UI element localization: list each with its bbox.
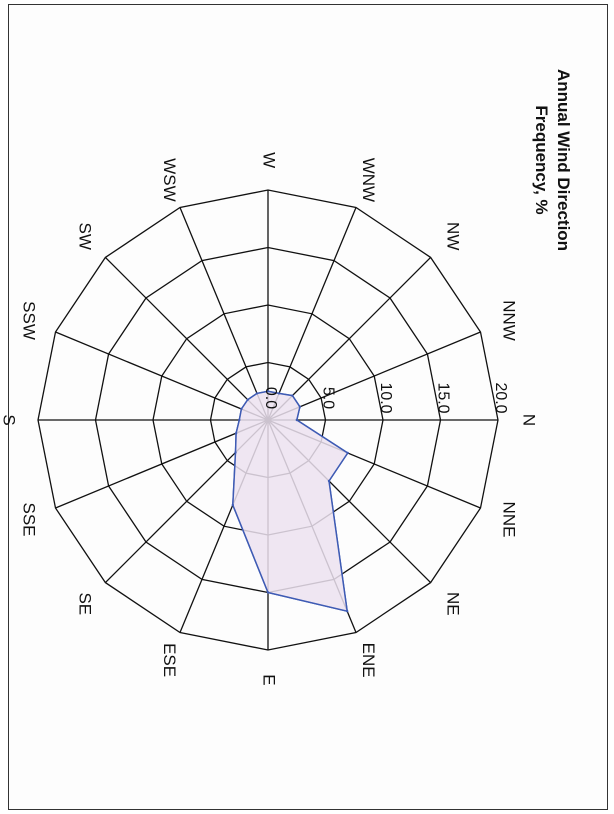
data-point-nw <box>291 394 294 397</box>
spoke-nnw <box>267 331 481 421</box>
direction-label-sse: SSE <box>19 502 38 536</box>
direction-label-nne: NNE <box>500 502 519 538</box>
spoke-nw <box>267 256 432 421</box>
direction-label-ese: ESE <box>160 643 179 677</box>
series-layer <box>231 390 349 613</box>
data-point-se <box>234 451 237 454</box>
direction-label-se: SE <box>76 592 95 615</box>
chart-title: Annual Wind Direction <box>554 69 573 251</box>
data-point-nnw <box>298 405 302 408</box>
direction-label-sw: SW <box>76 223 95 250</box>
chart-subtitle: Frequency, % <box>532 105 551 214</box>
data-point-s <box>238 418 241 422</box>
chart-title-group: Annual Wind Direction Frequency, % <box>532 69 573 251</box>
data-point-nne <box>346 451 349 455</box>
direction-label-w: W <box>260 152 279 168</box>
direction-label-ssw: SSW <box>19 301 38 340</box>
spoke-sse <box>55 419 269 509</box>
direction-label-wnw: WNW <box>359 158 378 202</box>
data-point-ene <box>346 610 349 613</box>
direction-label-nw: NW <box>443 222 462 250</box>
spoke-wnw <box>267 207 357 421</box>
ring-label-4: 20.0 <box>492 382 509 413</box>
direction-label-nnw: NNW <box>500 300 519 341</box>
data-point-wnw <box>277 392 281 395</box>
direction-label-ene: ENE <box>359 643 378 678</box>
data-point-ne <box>327 479 331 483</box>
data-point-w <box>266 390 270 393</box>
ring-label-2: 10.0 <box>377 382 394 413</box>
data-point-sw <box>246 398 249 401</box>
direction-label-wsw: WSW <box>160 158 179 201</box>
direction-labels: N NNE NE ENE E ESE SE SSE S SSW SW WSW W WNW NW NNW <box>0 152 538 685</box>
ring-label-1: 5.0 <box>320 387 337 409</box>
direction-label-e: E <box>260 674 279 685</box>
ring-label-3: 15.0 <box>435 382 452 413</box>
ring-label-0: 0.0 <box>262 387 279 409</box>
direction-label-s: S <box>0 414 19 425</box>
chart-frame <box>8 4 608 810</box>
ring-labels: 0.0 5.0 10.0 15.0 20.0 <box>262 382 509 413</box>
data-point-sse <box>234 432 238 435</box>
series-area-0 <box>232 390 349 613</box>
direction-label-ne: NE <box>443 592 462 616</box>
data-point-ssw <box>240 407 243 411</box>
wind-rose: 0.0 5.0 10.0 15.0 20.0 N NNE NE ENE E ESE SE SSE S SS… <box>0 152 538 685</box>
data-point-n <box>295 418 298 422</box>
spoke-wsw <box>179 207 269 421</box>
data-point-wsw <box>255 392 259 395</box>
data-point-e <box>266 591 270 594</box>
spoke-sw <box>104 256 269 421</box>
direction-label-n: N <box>519 414 538 426</box>
spoke-ssw <box>55 331 269 421</box>
data-point-ese <box>231 503 234 507</box>
